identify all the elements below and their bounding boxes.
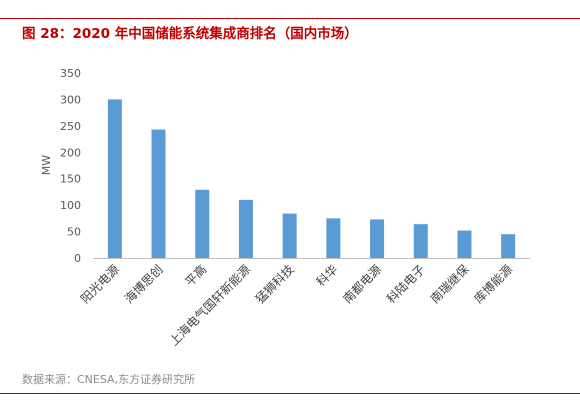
bar [151, 129, 166, 258]
y-tick-label: 50 [67, 226, 81, 239]
bar [326, 218, 341, 258]
top-rule [0, 18, 580, 19]
bar [107, 99, 122, 258]
bar [413, 224, 428, 258]
x-tick-label: 库博能源 [471, 262, 516, 307]
bar [238, 199, 253, 258]
y-tick-label: 350 [60, 67, 81, 80]
y-tick-label: 150 [60, 173, 81, 186]
bar-chart: 0 50 100 150 200 250 300 350 阳光电源 海博思创 平高上海电气国轩新能… [40, 67, 530, 349]
bar [370, 219, 385, 258]
source-note: 数据来源：CNESA,东方证券研究所 [22, 373, 196, 386]
x-tick-label: 科华 [314, 262, 341, 289]
bar [195, 189, 210, 258]
bar [501, 234, 516, 258]
y-tick-label: 200 [60, 146, 81, 159]
bar [457, 230, 472, 258]
bottom-rule [0, 393, 580, 394]
x-tick-label: 海博思创 [121, 262, 166, 307]
x-tick-label: 南瑞继保 [427, 262, 472, 307]
bar [282, 213, 297, 258]
x-tick-label: 南都电源 [340, 262, 385, 307]
y-tick-label: 100 [60, 199, 81, 212]
bars [107, 99, 516, 258]
y-tick-label: 0 [74, 252, 81, 265]
x-tick-label: 阳光电源 [78, 262, 122, 306]
y-axis-label: MW [40, 155, 53, 175]
figure-title: 图 28：2020 年中国储能系统集成商排名（国内市场） [22, 26, 358, 42]
y-tick-label: 300 [60, 93, 81, 106]
x-tick-label: 科陆电子 [383, 262, 428, 307]
x-tick-label: 上海电气国轩新能源 [166, 262, 253, 349]
x-tick-label: 猛狮科技 [253, 262, 297, 306]
x-tick-label: 平高 [182, 262, 210, 290]
y-tick-label: 250 [60, 120, 81, 133]
y-axis: 0 50 100 150 200 250 300 350 [60, 67, 81, 265]
